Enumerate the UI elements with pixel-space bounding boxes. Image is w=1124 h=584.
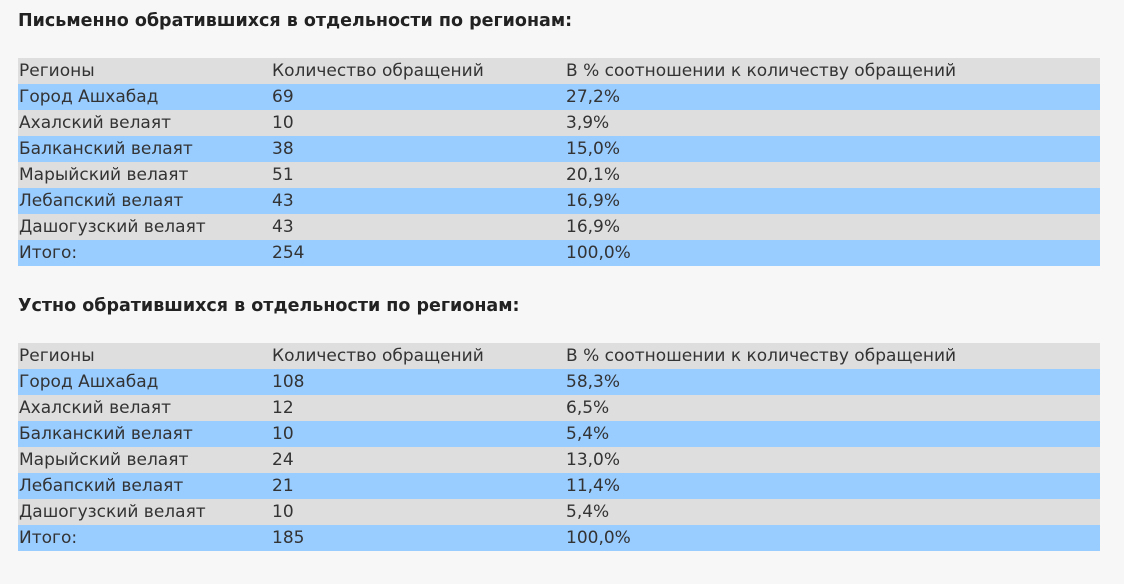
cell-region: Марыйский велаят [19, 165, 189, 185]
table-row: Ахалский велаят 10 3,9% [18, 110, 1100, 136]
cell-region: Город Ашхабад [19, 87, 159, 107]
table-row: Лебапский велаят 21 11,4% [18, 473, 1100, 499]
cell-region: Ахалский велаят [19, 398, 171, 418]
cell-region: Город Ашхабад [19, 372, 159, 392]
cell-percent: 11,4% [566, 476, 621, 496]
oral-heading: Устно обратившихся в отдельности по реги… [18, 296, 520, 316]
table-row: Марыйский велаят 51 20,1% [18, 162, 1100, 188]
cell-percent: 58,3% [566, 372, 621, 392]
written-heading: Письменно обратившихся в отдельности по … [18, 11, 573, 31]
header-percent: В % соотношении к количеству обращений [566, 346, 957, 366]
table-total-row: Итого: 185 100,0% [18, 525, 1100, 551]
table-header-row: Регионы Количество обращений В % соотнош… [18, 343, 1100, 369]
cell-count: 10 [272, 502, 294, 522]
cell-total-label: Итого: [19, 528, 78, 548]
cell-percent: 3,9% [566, 113, 610, 133]
cell-total-count: 185 [272, 528, 305, 548]
table-row: Ахалский велаят 12 6,5% [18, 395, 1100, 421]
cell-percent: 5,4% [566, 502, 610, 522]
header-percent: В % соотношении к количеству обращений [566, 61, 957, 81]
cell-count: 43 [272, 191, 294, 211]
cell-percent: 15,0% [566, 139, 621, 159]
header-count: Количество обращений [272, 61, 484, 81]
cell-count: 69 [272, 87, 294, 107]
cell-count: 21 [272, 476, 294, 496]
table-row: Город Ашхабад 108 58,3% [18, 369, 1100, 395]
oral-table: Регионы Количество обращений В % соотнош… [18, 343, 1100, 551]
table-row: Марыйский велаят 24 13,0% [18, 447, 1100, 473]
table-total-row: Итого: 254 100,0% [18, 240, 1100, 266]
cell-region: Ахалский велаят [19, 113, 171, 133]
header-regions: Регионы [19, 346, 95, 366]
cell-region: Дашогузский велаят [19, 217, 206, 237]
cell-region: Балканский велаят [19, 139, 193, 159]
cell-count: 10 [272, 113, 294, 133]
table-row: Дашогузский велаят 43 16,9% [18, 214, 1100, 240]
oral-section: Устно обратившихся в отдельности по реги… [18, 293, 1100, 551]
cell-percent: 13,0% [566, 450, 621, 470]
cell-count: 38 [272, 139, 294, 159]
cell-percent: 5,4% [566, 424, 610, 444]
cell-region: Балканский велаят [19, 424, 193, 444]
cell-region: Лебапский велаят [19, 476, 184, 496]
written-table: Регионы Количество обращений В % соотнош… [18, 58, 1100, 266]
table-header-row: Регионы Количество обращений В % соотнош… [18, 58, 1100, 84]
cell-total-count: 254 [272, 243, 305, 263]
cell-percent: 16,9% [566, 191, 621, 211]
cell-total-percent: 100,0% [566, 528, 631, 548]
cell-count: 108 [272, 372, 305, 392]
cell-count: 43 [272, 217, 294, 237]
cell-total-label: Итого: [19, 243, 78, 263]
cell-percent: 20,1% [566, 165, 621, 185]
cell-region: Марыйский велаят [19, 450, 189, 470]
cell-count: 10 [272, 424, 294, 444]
cell-percent: 27,2% [566, 87, 621, 107]
cell-percent: 16,9% [566, 217, 621, 237]
cell-count: 24 [272, 450, 294, 470]
written-section: Письменно обратившихся в отдельности по … [18, 8, 1100, 266]
table-row: Дашогузский велаят 10 5,4% [18, 499, 1100, 525]
cell-region: Лебапский велаят [19, 191, 184, 211]
table-row: Балканский велаят 38 15,0% [18, 136, 1100, 162]
header-count: Количество обращений [272, 346, 484, 366]
cell-count: 12 [272, 398, 294, 418]
cell-region: Дашогузский велаят [19, 502, 206, 522]
table-row: Лебапский велаят 43 16,9% [18, 188, 1100, 214]
cell-count: 51 [272, 165, 294, 185]
cell-percent: 6,5% [566, 398, 610, 418]
cell-total-percent: 100,0% [566, 243, 631, 263]
table-row: Город Ашхабад 69 27,2% [18, 84, 1100, 110]
header-regions: Регионы [19, 61, 95, 81]
table-row: Балканский велаят 10 5,4% [18, 421, 1100, 447]
